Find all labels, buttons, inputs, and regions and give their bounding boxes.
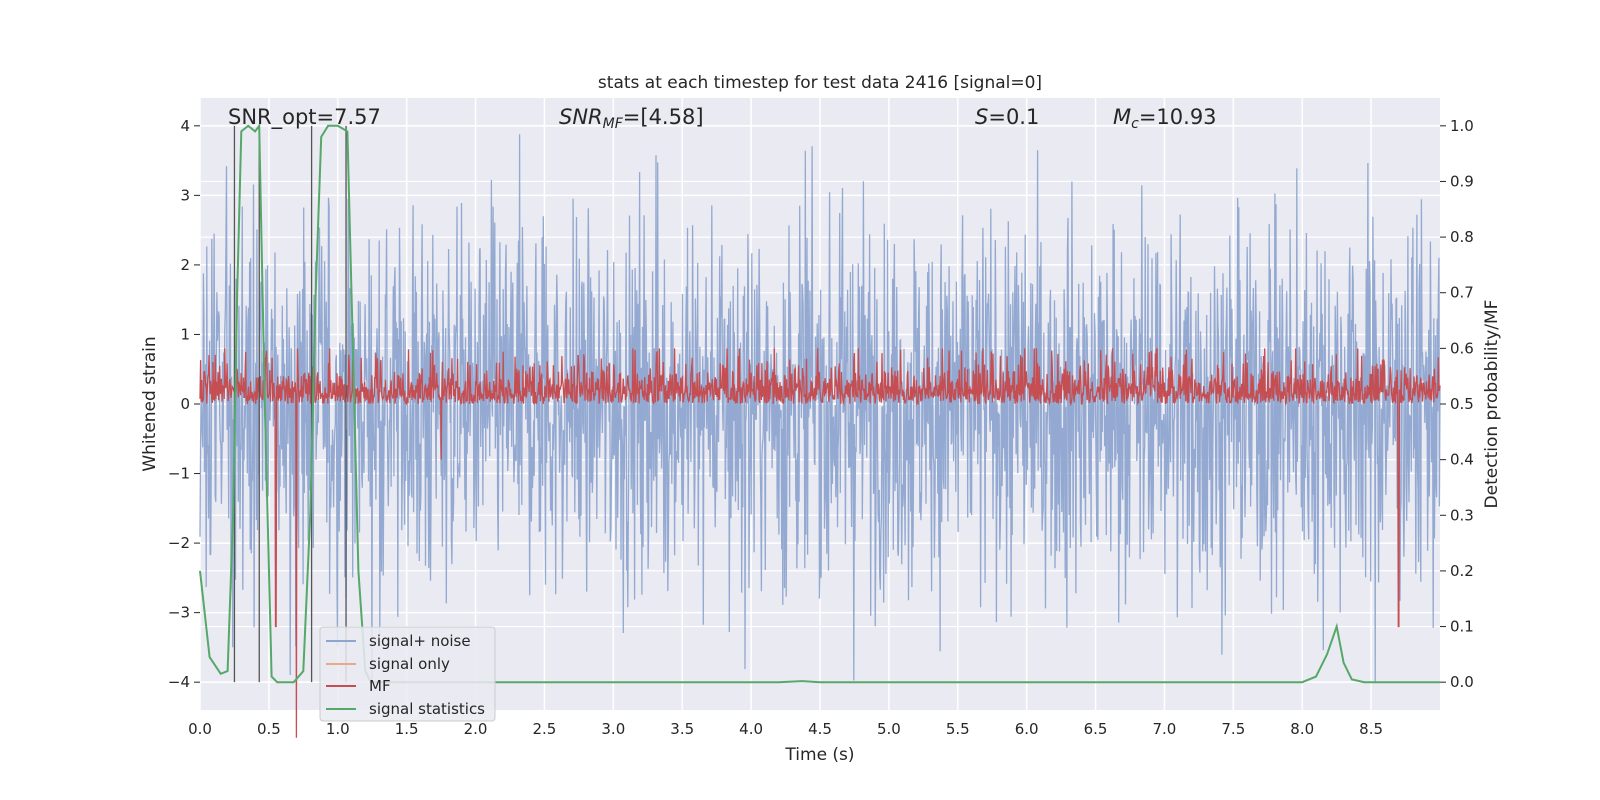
x-tick-label: 1.5 xyxy=(395,720,419,738)
x-tick-label: 2.0 xyxy=(464,720,488,738)
legend-label-mf: MF xyxy=(369,677,391,695)
y-right-tick-label: 0.5 xyxy=(1450,395,1474,413)
annotation-snr-mf-value: =[4.58] xyxy=(623,105,704,129)
signal-statistics-series xyxy=(199,122,1440,684)
y-right-tick-label: 0.2 xyxy=(1450,562,1474,580)
y-right-axis-label: Detection probability/MF xyxy=(1482,300,1502,509)
y-tick-label: 0 xyxy=(180,395,190,413)
annotation-s: S=0.1 xyxy=(975,105,1039,129)
annotation-snr-opt: SNR_opt=7.57 xyxy=(228,105,381,130)
x-tick-label: 7.5 xyxy=(1221,720,1245,738)
legend-box xyxy=(319,626,496,722)
legend-label-statistics: signal statistics xyxy=(369,700,485,718)
y-right-tick-label: 0.1 xyxy=(1450,618,1474,636)
x-tick-label: 8.5 xyxy=(1359,720,1383,738)
legend-label-noise: signal+ noise xyxy=(369,632,471,650)
chart-title: stats at each timestep for test data 241… xyxy=(598,73,1042,93)
annotation-mc-sub: c xyxy=(1131,116,1139,132)
noise-trace xyxy=(199,134,1441,683)
x-tick-label: 0.5 xyxy=(257,720,281,738)
signal-statistics-line xyxy=(199,122,1440,684)
y-tick-label: −4 xyxy=(168,673,190,691)
x-tick-label: 5.0 xyxy=(877,720,901,738)
y-right-tick-label: 0.4 xyxy=(1450,451,1474,469)
y-right-tick-label: 0.7 xyxy=(1450,284,1474,302)
legend: signal+ noise signal only MF signal stat… xyxy=(319,626,496,722)
annotation-snr-mf: SNRMF=[4.58] xyxy=(559,105,704,132)
y-axis-ticks: −4 −3 −2 −1 0 1 2 3 4 xyxy=(168,117,200,691)
annotation-snr-mf-sub: MF xyxy=(603,116,624,132)
x-tick-label: 5.5 xyxy=(946,720,970,738)
y-tick-label: 1 xyxy=(180,325,190,343)
y-tick-label: −2 xyxy=(168,534,190,552)
mf-line xyxy=(199,348,1441,738)
x-tick-label: 8.0 xyxy=(1290,720,1314,738)
x-tick-label: 7.0 xyxy=(1153,720,1177,738)
y-tick-label: −1 xyxy=(168,465,190,483)
annotation-mc-value: =10.93 xyxy=(1139,105,1217,129)
y-right-tick-label: 1.0 xyxy=(1450,117,1474,135)
y-axis-label: Whitened strain xyxy=(140,336,160,471)
x-axis-label: Time (s) xyxy=(784,745,854,765)
x-tick-label: 4.5 xyxy=(808,720,832,738)
y-right-tick-label: 0.3 xyxy=(1450,506,1474,524)
annotation-s-symbol: S xyxy=(975,105,988,129)
x-tick-label: 1.0 xyxy=(326,720,350,738)
y-right-tick-label: 0.9 xyxy=(1450,172,1474,190)
noise-line xyxy=(199,134,1441,683)
annotation-snr-mf-base: SNR xyxy=(559,105,603,129)
y-tick-label: 3 xyxy=(180,186,190,204)
x-tick-label: 2.5 xyxy=(533,720,557,738)
x-tick-label: 6.5 xyxy=(1084,720,1108,738)
y-right-tick-label: 0.6 xyxy=(1450,339,1474,357)
y-tick-label: 2 xyxy=(180,256,190,274)
y-right-tick-label: 0.8 xyxy=(1450,228,1474,246)
annotation-mc-base: M xyxy=(1113,105,1131,129)
x-tick-label: 3.5 xyxy=(670,720,694,738)
annotation-mc: Mc=10.93 xyxy=(1113,105,1217,132)
legend-label-signal: signal only xyxy=(369,655,450,673)
x-tick-label: 3.0 xyxy=(601,720,625,738)
x-tick-label: 4.0 xyxy=(739,720,763,738)
x-tick-label: 6.0 xyxy=(1015,720,1039,738)
x-tick-label: 0.0 xyxy=(188,720,212,738)
y-right-tick-label: 0.0 xyxy=(1450,673,1474,691)
annotation-s-value: =0.1 xyxy=(988,105,1039,129)
y-right-axis-ticks: 0.0 0.1 0.2 0.3 0.4 0.5 0.6 0.7 0.8 0.9 1.0 xyxy=(1440,117,1474,691)
x-axis-ticks: 0.0 0.5 1.0 1.5 2.0 2.5 3.0 3.5 4.0 4.5 5.0 5.5 6.0 6… xyxy=(188,720,1383,738)
y-tick-label: 4 xyxy=(180,117,190,135)
y-tick-label: −3 xyxy=(168,604,190,622)
mf-trace xyxy=(199,348,1441,738)
